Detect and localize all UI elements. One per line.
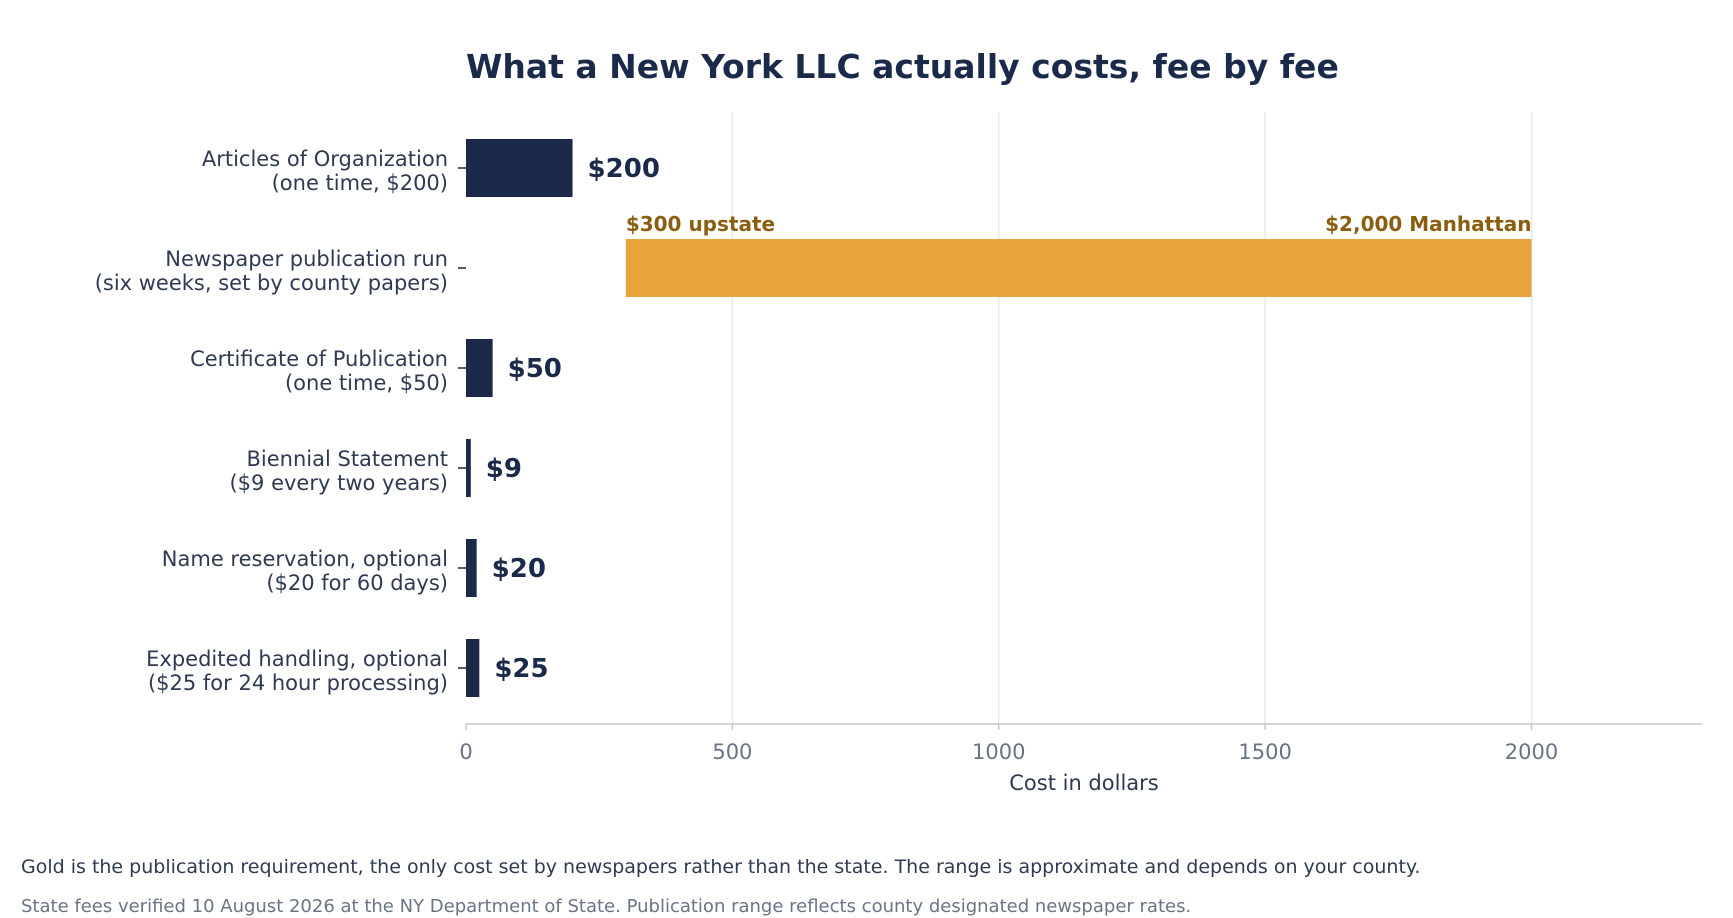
category-label: Biennial Statement (247, 447, 449, 471)
publication-range-bar (625, 239, 1532, 297)
range-end-label: $2,000 Manhattan (1325, 212, 1531, 236)
category-sublabel: ($9 every two years) (229, 471, 448, 495)
chart-title: What a New York LLC actually costs, fee … (466, 47, 1339, 86)
x-tick-label: 0 (459, 740, 472, 764)
bar-value-label: $200 (588, 154, 660, 184)
bar-value-label: $50 (508, 354, 562, 384)
category-sublabel: (six weeks, set by county papers) (95, 271, 448, 295)
category-sublabel: (one time, $200) (272, 171, 448, 195)
category-label: Articles of Organization (202, 147, 448, 171)
category-sublabel: (one time, $50) (285, 371, 448, 395)
category-label: Certificate of Publication (190, 347, 448, 371)
category-label: Newspaper publication run (165, 247, 448, 271)
bar-value-label: $9 (486, 454, 522, 484)
category-label: Expedited handling, optional (146, 647, 448, 671)
x-tick-label: 1000 (972, 740, 1025, 764)
category-sublabel: ($20 for 60 days) (266, 571, 448, 595)
cost-chart: What a New York LLC actually costs, fee … (95, 47, 1702, 795)
source-note: State fees verified 10 August 2026 at th… (21, 896, 1192, 917)
category-sublabel: ($25 for 24 hour processing) (148, 671, 448, 695)
x-axis-label: Cost in dollars (1009, 771, 1158, 795)
bar-value-label: $25 (494, 654, 548, 684)
category-label: Name reservation, optional (162, 547, 448, 571)
fee-bar (466, 339, 493, 397)
chart-note: Gold is the publication requirement, the… (21, 856, 1421, 878)
x-tick-label: 1500 (1238, 740, 1291, 764)
bar-value-label: $20 (492, 554, 546, 584)
fee-bar (466, 639, 480, 697)
fee-bar (466, 539, 477, 597)
fee-bar (466, 139, 573, 197)
x-tick-label: 2000 (1505, 740, 1558, 764)
fee-bar (466, 439, 471, 497)
range-start-label: $300 upstate (626, 212, 775, 236)
x-tick-label: 500 (712, 740, 752, 764)
